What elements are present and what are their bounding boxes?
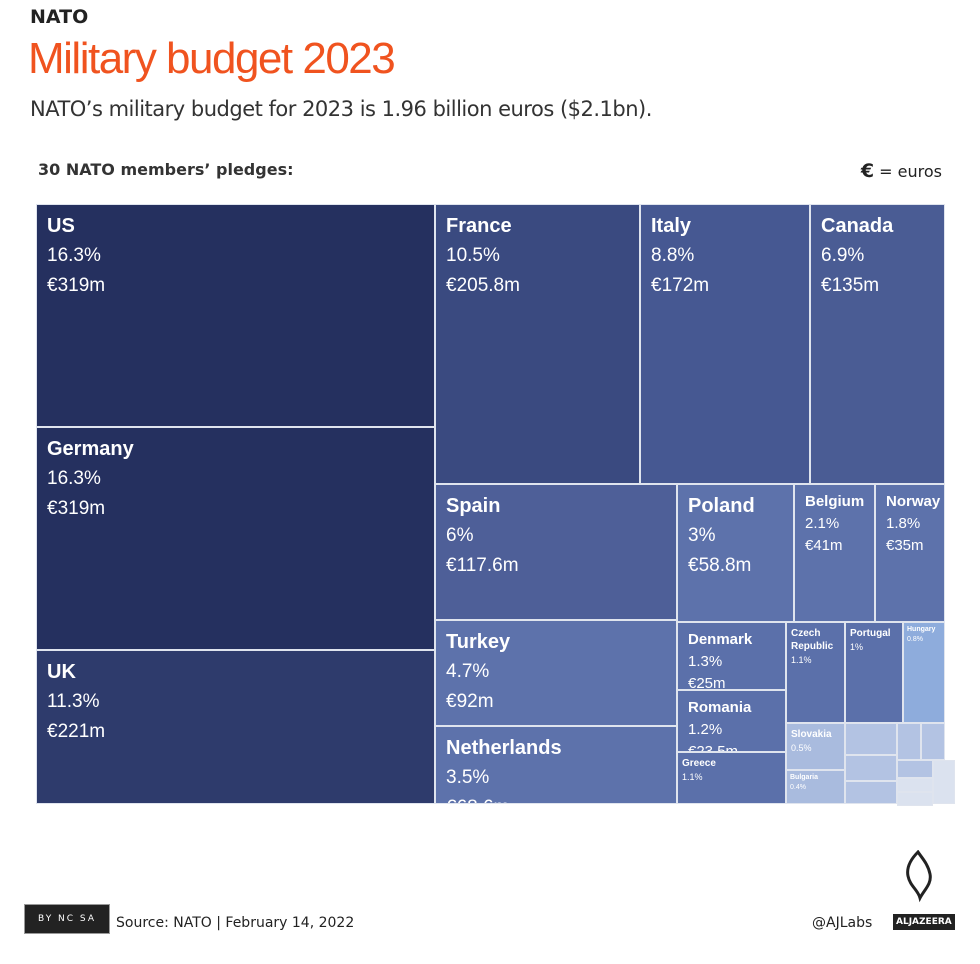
treemap-cell-spain: Spain 6% €117.6m xyxy=(435,484,677,620)
country-name: Spain xyxy=(446,495,501,517)
amount: €92m xyxy=(446,691,494,712)
pledges-label: 30 NATO members’ pledges: xyxy=(38,160,294,179)
euro-symbol: € xyxy=(860,160,875,182)
country-name: Czech Republic xyxy=(791,628,834,652)
share-percent: 1.8% xyxy=(886,515,921,532)
share-percent: 16.3% xyxy=(47,468,101,489)
country-name: Poland xyxy=(688,495,755,517)
country-name: Bulgaria xyxy=(790,774,819,781)
kicker: NATO xyxy=(30,6,89,28)
treemap-cell-bulgaria: Bulgaria 0.4% xyxy=(786,770,845,804)
amount: €172m xyxy=(651,275,710,296)
country-name: US xyxy=(47,215,75,237)
amount: €205.8m xyxy=(446,275,520,296)
treemap-cell-poland: Poland 3% €58.8m xyxy=(677,484,794,622)
share-percent: 1.3% xyxy=(688,653,723,670)
country-name: Netherlands xyxy=(446,737,562,759)
amount: €41m xyxy=(805,537,843,554)
share-percent: 0.4% xyxy=(790,784,806,791)
treemap-cell-netherlands: Netherlands 3.5% €68.6m xyxy=(435,726,677,804)
country-name: Denmark xyxy=(688,631,753,648)
treemap-cell-france: France 10.5% €205.8m xyxy=(435,204,640,484)
treemap-cell-slovakia: Slovakia 0.5% xyxy=(786,723,845,770)
treemap-cell-czech-republic: Czech Republic 1.1% xyxy=(786,622,845,723)
creative-commons-icon: BY NC SA xyxy=(24,904,110,934)
treemap-cell-us: US 16.3% €319m xyxy=(36,204,435,427)
legend-text: = euros xyxy=(874,162,942,181)
amount: €35m xyxy=(886,537,924,554)
treemap-cell-unlabeled xyxy=(933,760,955,804)
treemap-cell-italy: Italy 8.8% €172m xyxy=(640,204,810,484)
country-name: France xyxy=(446,215,512,237)
amount: €68.6m xyxy=(446,793,666,803)
treemap-cell-romania: Romania 1.2% €23.5m xyxy=(677,690,786,752)
country-name: Greece xyxy=(682,758,716,769)
country-name: Italy xyxy=(651,215,692,237)
share-percent: 3.5% xyxy=(446,767,490,788)
amount: €117.6m xyxy=(446,555,519,576)
treemap-cell-unlabeled xyxy=(845,723,897,755)
treemap-cell-unlabeled xyxy=(897,723,921,760)
country-name: Norway xyxy=(886,493,941,510)
treemap-cell-turkey: Turkey 4.7% €92m xyxy=(435,620,677,726)
handle: @AJLabs xyxy=(812,915,873,931)
share-percent: 3% xyxy=(688,525,716,546)
share-percent: 1.1% xyxy=(682,772,703,782)
country-name: Belgium xyxy=(805,493,865,510)
share-percent: 1.2% xyxy=(688,721,723,738)
country-name: Turkey xyxy=(446,631,511,653)
country-name: Romania xyxy=(688,699,752,716)
treemap-cell-unlabeled xyxy=(897,760,933,778)
country-name: Portugal xyxy=(850,628,891,639)
country-name: Germany xyxy=(47,438,134,460)
share-percent: 16.3% xyxy=(47,245,101,266)
country-name: Canada xyxy=(821,215,894,237)
treemap-cell-hungary: Hungary 0.8% xyxy=(903,622,945,723)
share-percent: 8.8% xyxy=(651,245,695,266)
aljazeera-logo-icon xyxy=(906,850,932,903)
amount: €135m xyxy=(821,275,880,296)
treemap-cell-unlabeled xyxy=(897,778,933,792)
share-percent: 6.9% xyxy=(821,245,865,266)
chart-subtitle: NATO’s military budget for 2023 is 1.96 … xyxy=(30,97,652,121)
share-percent: 0.5% xyxy=(791,743,812,753)
chart-title: Military budget 2023 xyxy=(28,34,396,83)
share-percent: 1.1% xyxy=(791,655,812,665)
share-percent: 11.3% xyxy=(47,691,100,712)
amount: €221m xyxy=(47,721,106,742)
amount: €319m xyxy=(47,275,106,296)
treemap-cell-greece: Greece 1.1% xyxy=(677,752,786,804)
country-name: UK xyxy=(47,661,76,683)
amount: €319m xyxy=(47,498,106,519)
amount: €23.5m xyxy=(688,743,739,752)
share-percent: 0.8% xyxy=(907,636,923,643)
share-percent: 4.7% xyxy=(446,661,490,682)
treemap-cell-unlabeled xyxy=(921,723,945,760)
treemap-cell-denmark: Denmark 1.3% €25m xyxy=(677,622,786,690)
treemap-cell-unlabeled xyxy=(845,781,897,804)
country-name: Hungary xyxy=(907,626,936,633)
treemap-cell-germany: Germany 16.3% €319m xyxy=(36,427,435,650)
country-name: Slovakia xyxy=(791,729,832,740)
treemap-cell-canada: Canada 6.9% €135m xyxy=(810,204,945,484)
share-percent: 1% xyxy=(850,642,864,652)
share-percent: 2.1% xyxy=(805,515,840,532)
treemap-cell-unlabeled xyxy=(897,792,933,806)
treemap-cell-unlabeled xyxy=(845,755,897,781)
treemap-cell-portugal: Portugal 1% xyxy=(845,622,903,723)
aljazeera-wordmark: ALJAZEERA xyxy=(893,914,955,930)
share-percent: 6% xyxy=(446,525,474,546)
treemap-cell-norway: Norway 1.8% €35m xyxy=(875,484,945,622)
amount: €58.8m xyxy=(688,555,752,576)
treemap-cell-belgium: Belgium 2.1% €41m xyxy=(794,484,875,622)
treemap-cell-uk: UK 11.3% €221m xyxy=(36,650,435,804)
currency-legend: € = euros xyxy=(861,160,942,182)
source-date: Source: NATO | February 14, 2022 xyxy=(116,915,355,931)
amount: €25m xyxy=(688,675,726,690)
share-percent: 10.5% xyxy=(446,245,500,266)
